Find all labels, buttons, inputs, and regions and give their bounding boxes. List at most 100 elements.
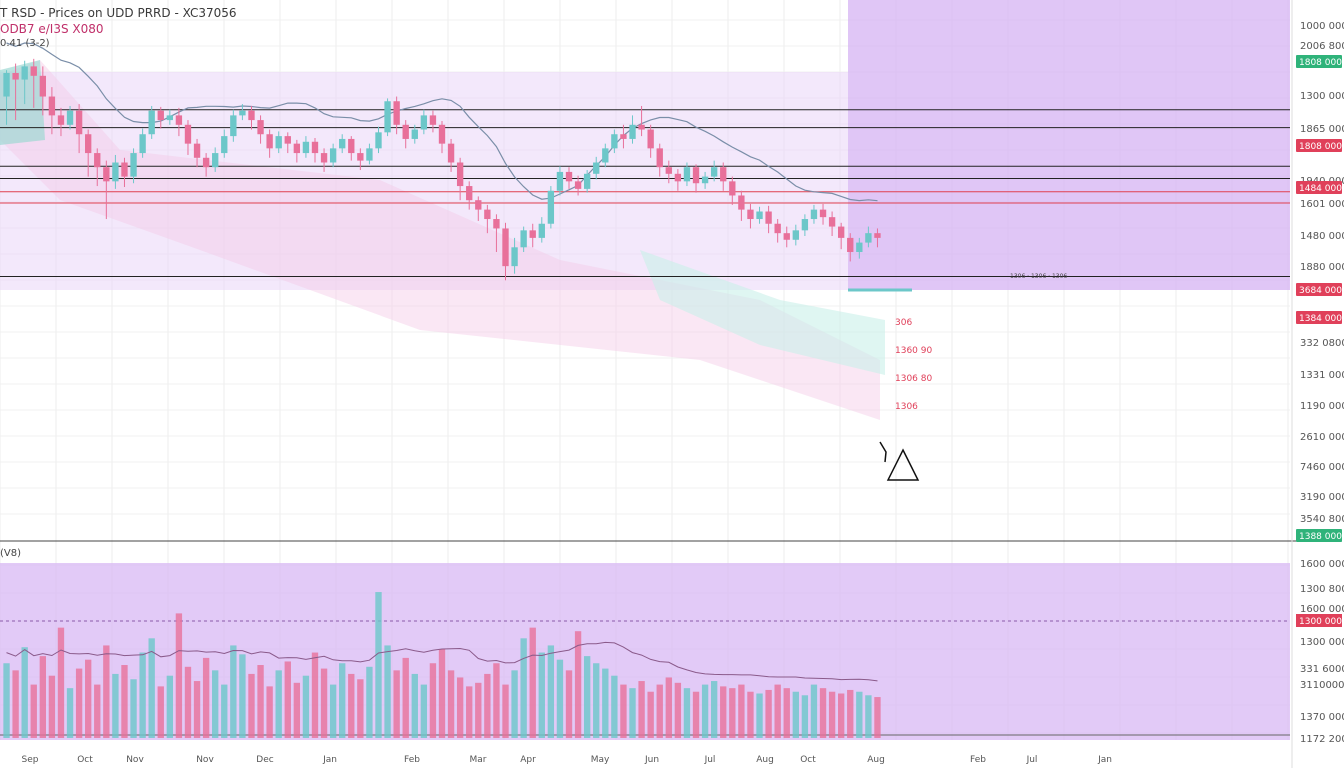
candle-body — [230, 115, 237, 137]
volume-bar — [810, 684, 818, 738]
volume-bar — [593, 663, 600, 738]
candle-body — [348, 138, 355, 154]
candle-body — [248, 110, 255, 121]
time-tick-label: Jan — [1097, 755, 1112, 765]
volume-bar — [683, 688, 691, 738]
shaded-band — [0, 60, 880, 420]
volume-bar — [629, 688, 636, 738]
volume-tick-label: 331 6000 — [1300, 664, 1344, 675]
volume-bar — [828, 691, 836, 738]
warning-icon — [886, 448, 920, 481]
price-tick-label: 1300 000 — [1300, 91, 1344, 102]
volume-axis[interactable]: 1600 000 1300 800 1600 000 1300 000 331 6000… — [1296, 559, 1344, 745]
volume-bar — [838, 693, 845, 738]
time-tick-label: Oct — [800, 755, 816, 765]
candle-body — [720, 167, 727, 182]
volume-bar — [103, 645, 110, 738]
ohlc-label: 0.41 (3-2) — [0, 38, 50, 49]
volume-bar — [783, 688, 790, 738]
symbol-title[interactable]: T RSD - Prices on UDD PRRD - XC37056 — [0, 6, 237, 20]
candle-body — [565, 171, 573, 182]
volume-bar — [239, 654, 246, 738]
volume-bar — [747, 691, 754, 738]
price-tag-label: 1384 000 — [1299, 314, 1342, 324]
candle-body — [48, 96, 56, 116]
candle-body — [311, 141, 319, 154]
annotation-label: 1306 80 — [895, 374, 932, 384]
candle-body — [357, 153, 364, 161]
volume-bar — [248, 673, 255, 738]
candle-body — [828, 217, 836, 227]
volume-tag-label: 1300 000 — [1299, 617, 1342, 627]
volume-bar — [166, 675, 174, 738]
volume-bar — [819, 688, 827, 738]
volume-bar — [774, 684, 781, 738]
volume-bar — [320, 668, 328, 738]
volume-bar — [230, 645, 237, 738]
time-tick-label: Nov — [196, 755, 214, 765]
volume-bar — [348, 673, 355, 738]
price-tag-label: 3684 000 — [1299, 286, 1342, 296]
volume-bar — [710, 681, 718, 738]
candle-body — [602, 148, 609, 163]
candle-body — [329, 148, 337, 163]
candle-body — [438, 124, 446, 144]
annotation-label: 306 — [895, 318, 912, 328]
volume-label: (V8) — [0, 548, 22, 559]
price-tick-label: 2006 800 — [1300, 41, 1344, 52]
candle-body — [175, 115, 183, 125]
volume-bar — [456, 677, 464, 738]
volume-bar — [266, 686, 273, 738]
candle-body — [683, 167, 691, 182]
candle-body — [747, 209, 754, 220]
volume-bar — [493, 663, 500, 738]
candle-body — [85, 134, 92, 154]
time-tick-label: Mar — [470, 755, 487, 765]
candle-body — [665, 167, 672, 174]
candle-body — [484, 209, 491, 220]
candle-body — [647, 129, 654, 149]
candle-body — [184, 124, 192, 144]
candle-body — [166, 115, 174, 121]
candle-body — [384, 101, 391, 133]
candle-body — [856, 242, 863, 253]
volume-bar — [393, 670, 400, 738]
price-tick-label: 1865 000 — [1300, 124, 1344, 135]
volume-tick-label: 1600 000 — [1300, 604, 1344, 615]
volume-bar — [48, 675, 56, 738]
volume-bar — [856, 691, 863, 738]
time-tick-label: Jan — [322, 755, 337, 765]
volume-bar — [293, 682, 301, 738]
candle-body — [57, 115, 65, 125]
candle-body — [738, 195, 745, 210]
candle-body — [284, 136, 291, 144]
volume-tick-label: 3110000 — [1300, 680, 1344, 691]
time-axis[interactable]: Sep Oct Nov Nov Dec Jan Feb Mar Apr May Jun Jul Aug O… — [22, 755, 1112, 765]
volume-bar — [738, 684, 745, 738]
candle-body — [593, 162, 600, 174]
candle-body — [529, 230, 536, 238]
volume-bar — [184, 666, 192, 738]
volume-bar — [366, 666, 373, 738]
symbol-subtitle: ODB7 e/I3S X080 — [0, 22, 104, 36]
candle-body — [447, 143, 455, 163]
candle-body — [466, 186, 473, 201]
candle-body — [692, 167, 700, 184]
candle-body — [756, 211, 763, 220]
candle-body — [783, 233, 790, 240]
volume-bar — [756, 693, 763, 738]
price-tag — [1296, 55, 1342, 68]
teal-band — [640, 250, 885, 375]
price-tag-label: 1808 000 — [1299, 142, 1342, 152]
candle-body — [103, 167, 110, 182]
volume-bar — [94, 684, 101, 738]
volume-tick-label: 1600 000 — [1300, 559, 1344, 570]
price-tick-label: 3190 000 — [1300, 492, 1344, 503]
price-tick-label: 7460 000 — [1300, 462, 1344, 473]
volume-bar — [765, 689, 772, 738]
candle-body — [792, 230, 799, 240]
volume-bar — [375, 592, 382, 738]
